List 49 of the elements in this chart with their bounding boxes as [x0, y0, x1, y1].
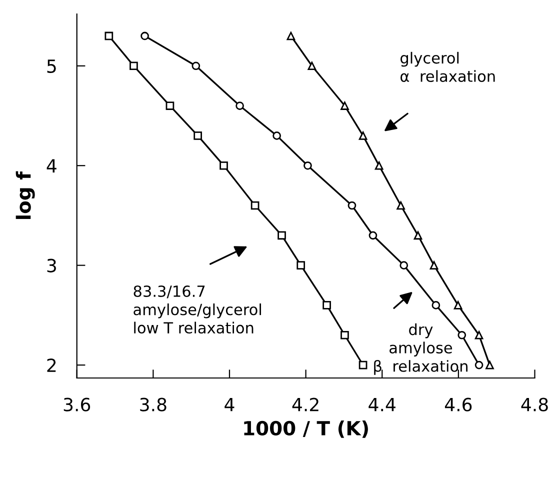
point — [486, 360, 494, 370]
x-tick-label: 4.6 — [444, 398, 472, 412]
point — [400, 261, 408, 270]
point — [192, 62, 200, 70]
point — [474, 360, 484, 370]
y-tick-label: 5 — [47, 60, 56, 74]
point — [358, 360, 368, 370]
x-tick-label: 4.4 — [368, 398, 396, 412]
point — [322, 301, 331, 310]
point — [278, 231, 286, 240]
point — [166, 102, 174, 110]
point — [194, 132, 202, 140]
point — [374, 161, 384, 170]
point — [296, 261, 306, 270]
point — [236, 102, 244, 110]
point — [340, 330, 349, 340]
x-tick-label: 4.2 — [292, 398, 318, 412]
y-tick-label: 3 — [47, 258, 56, 272]
point — [250, 201, 260, 210]
annotation: 83.3/16.7 amylose/glycerol low T relaxation — [134, 285, 261, 334]
point — [340, 102, 349, 110]
point — [414, 231, 422, 240]
x-tick-label: 3.8 — [140, 398, 166, 412]
point — [308, 62, 316, 70]
point — [104, 32, 114, 40]
y-axis-title: log f — [16, 171, 35, 219]
point — [432, 301, 440, 310]
x-tick-label: 3.6 — [64, 398, 90, 412]
point — [474, 330, 484, 340]
point — [304, 161, 312, 170]
point — [272, 132, 281, 140]
point — [396, 201, 405, 210]
point — [140, 32, 149, 40]
annotation: glycerol α relaxation — [400, 52, 495, 82]
point — [220, 161, 228, 170]
x-tick-label: 4.8 — [521, 398, 548, 412]
y-tick-label: 4 — [46, 159, 56, 172]
annotation: dry amylose β relaxation — [374, 323, 468, 375]
point — [458, 330, 466, 340]
point — [130, 62, 138, 70]
x-tick-label: 4 — [224, 398, 234, 412]
point — [286, 32, 296, 40]
point — [430, 261, 438, 270]
point — [454, 301, 462, 310]
point — [358, 132, 368, 140]
y-tick-label: 2 — [47, 358, 56, 372]
x-axis-title: 1000 / T (K) — [244, 420, 368, 438]
point — [348, 201, 356, 210]
point — [368, 231, 378, 240]
